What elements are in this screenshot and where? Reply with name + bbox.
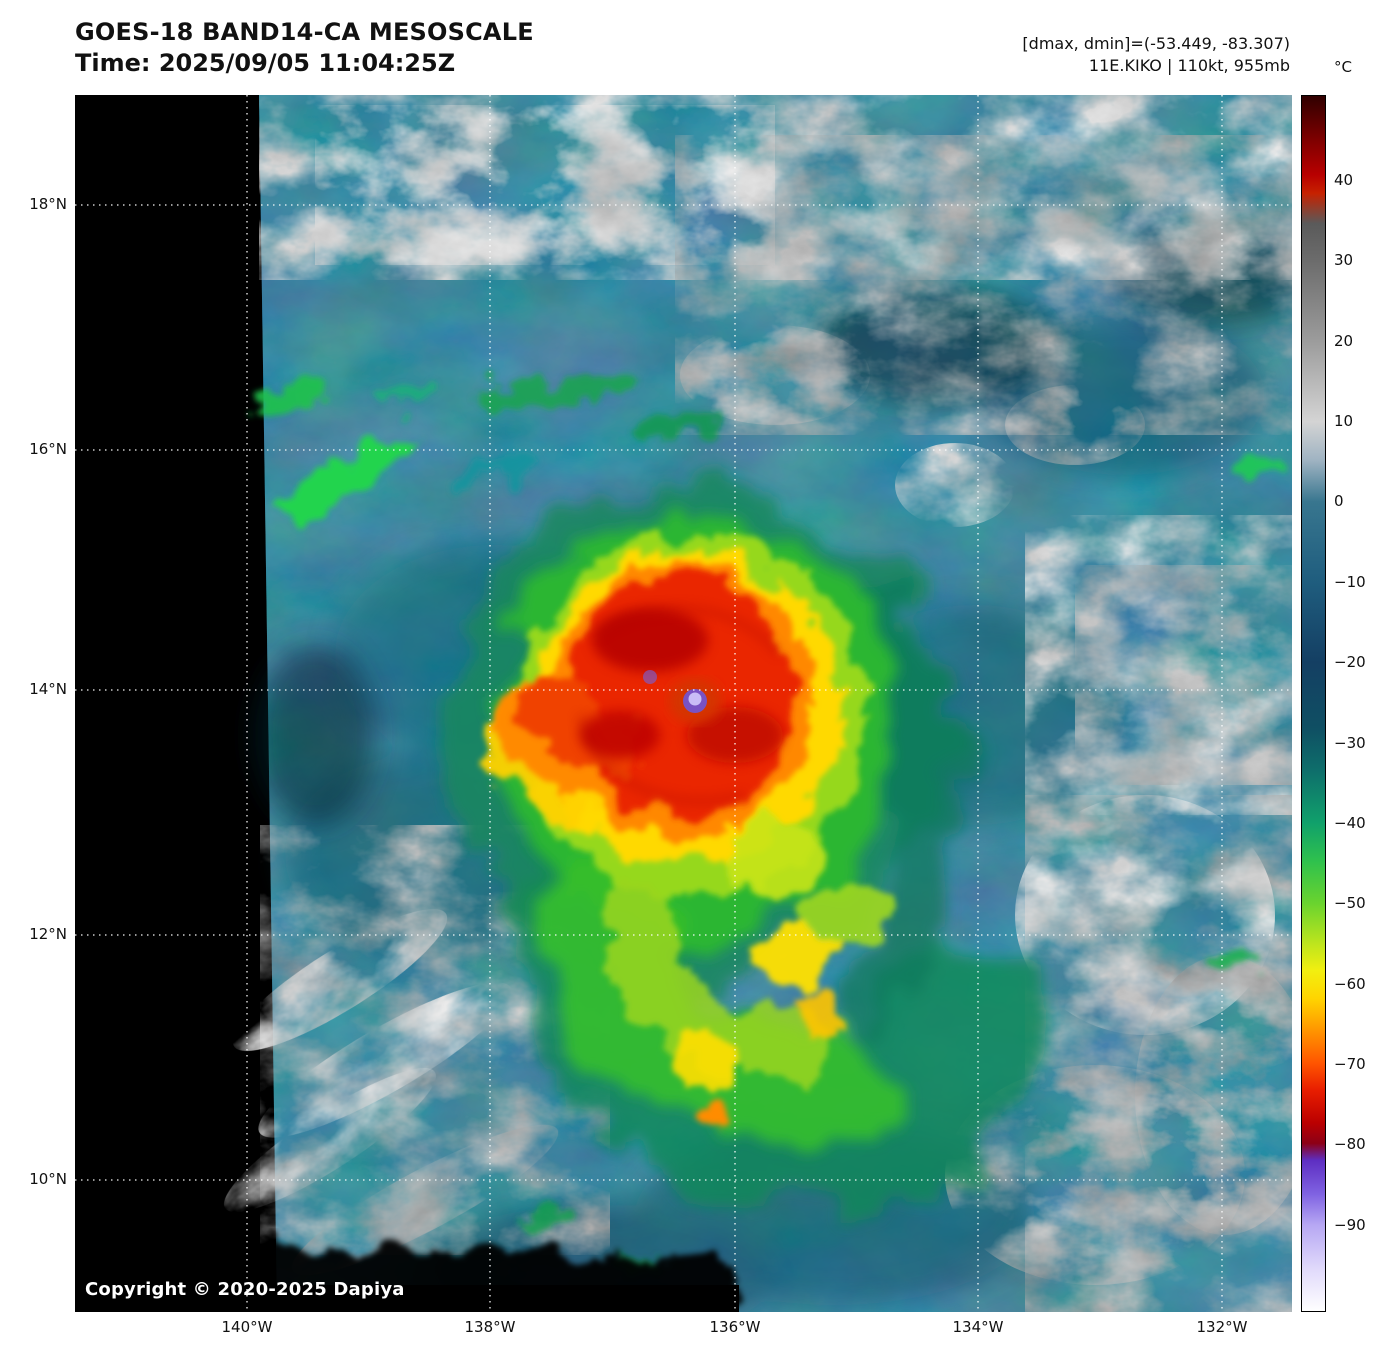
- page-title: GOES-18 BAND14-CA MESOSCALE: [75, 18, 534, 46]
- lat-label: 10°N: [29, 1170, 67, 1188]
- rainband-patches: [667, 821, 885, 1129]
- colorbar-tick: −30: [1334, 734, 1366, 752]
- dmax-dmin-readout: [dmax, dmin]=(-53.449, -83.307): [1022, 34, 1290, 53]
- hurricane: [440, 485, 1045, 1206]
- lon-label: 138°W: [464, 1318, 516, 1336]
- colorbar-unit: °C: [1334, 58, 1352, 76]
- colorbar-tick: −60: [1334, 975, 1366, 993]
- lat-label: 14°N: [29, 680, 67, 698]
- copyright-watermark: Copyright © 2020-2025 Dapiya: [85, 1279, 405, 1300]
- colorbar-tick: −90: [1334, 1216, 1366, 1234]
- gridlines: [75, 95, 1292, 1312]
- lat-label: 12°N: [29, 925, 67, 943]
- colorbar-gradient: [1301, 95, 1326, 1312]
- lon-label: 132°W: [1196, 1318, 1248, 1336]
- timestamp: Time: 2025/09/05 11:04:25Z: [75, 49, 456, 77]
- colorbar-tick: 40: [1334, 171, 1354, 189]
- colorbar-tick: −80: [1334, 1135, 1366, 1153]
- colorbar-tick: −20: [1334, 653, 1366, 671]
- colorbar-tick: −10: [1334, 573, 1366, 591]
- sector-edge: [259, 1245, 739, 1312]
- header-metrics: [dmax, dmin]=(-53.449, -83.307) 11E.KIKO…: [890, 33, 1290, 77]
- satellite-plot-area: Copyright © 2020-2025 Dapiya: [75, 95, 1292, 1312]
- colorbar-tick: 0: [1334, 492, 1344, 510]
- lon-label: 140°W: [221, 1318, 273, 1336]
- warm-clouds-right: [945, 515, 1292, 1312]
- core-striations: [577, 606, 782, 804]
- lon-label: 134°W: [952, 1318, 1004, 1336]
- colorbar-tick: 10: [1334, 412, 1354, 430]
- colorbar-tick: −40: [1334, 814, 1366, 832]
- colorbar-tick: −70: [1334, 1055, 1366, 1073]
- colorbar: 40 30 20 10 0 −10 −20 −30 −40 −50 −60 −7…: [1301, 95, 1366, 1312]
- colorbar-tick: −50: [1334, 894, 1366, 912]
- warm-clouds-top: [259, 95, 1292, 527]
- lon-label: 136°W: [709, 1318, 761, 1336]
- lat-label: 16°N: [29, 440, 67, 458]
- storm-status: 11E.KIKO | 110kt, 955mb: [1088, 56, 1290, 75]
- colorbar-tick: 30: [1334, 251, 1354, 269]
- lat-label: 18°N: [29, 195, 67, 213]
- colorbar-tick: 20: [1334, 332, 1354, 350]
- hurricane-darkred-cells: [580, 608, 783, 763]
- satellite-image: [75, 95, 1292, 1312]
